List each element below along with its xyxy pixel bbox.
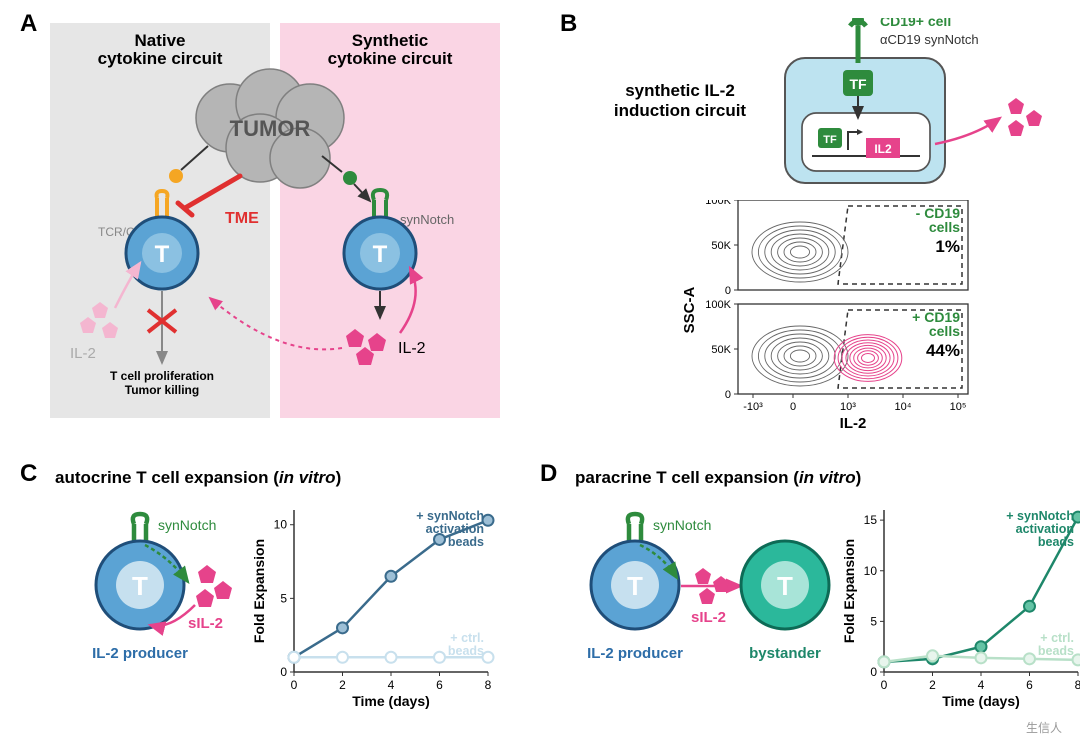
svg-text:synNotch: synNotch — [653, 517, 711, 533]
svg-text:100K: 100K — [705, 299, 731, 311]
svg-text:synNotch: synNotch — [158, 517, 216, 533]
panel-c-chart: 0 2 4 6 8 0 5 10 Time (days) Fold Expansion + synN… — [250, 500, 500, 710]
svg-text:50K: 50K — [711, 344, 731, 356]
panel-a-diagram: Nativecytokine circuit Syntheticcytokine… — [50, 18, 530, 428]
svg-text:+ ctrl.: + ctrl. — [450, 631, 484, 645]
svg-text:0: 0 — [291, 678, 298, 692]
svg-text:beads: beads — [448, 535, 484, 549]
svg-text:0: 0 — [725, 285, 731, 297]
svg-text:10⁵: 10⁵ — [950, 401, 967, 413]
panel-d-label: D — [540, 460, 557, 488]
panel-b-facs: SSC-A050K100K- CD19cells1%050K100K+ CD19… — [680, 200, 1040, 440]
svg-text:0: 0 — [881, 678, 888, 692]
svg-text:50K: 50K — [711, 240, 731, 252]
svg-text:+ synNotch: + synNotch — [416, 509, 484, 523]
svg-text:T: T — [132, 571, 148, 601]
panel-b-label: B — [560, 10, 577, 38]
svg-text:IL-2 producer: IL-2 producer — [587, 645, 683, 662]
watermark: 生信人 — [1020, 717, 1068, 738]
svg-text:beads: beads — [448, 644, 484, 658]
svg-text:T: T — [373, 241, 388, 268]
svg-text:4: 4 — [388, 678, 395, 692]
native-tcell: T — [126, 217, 198, 289]
svg-text:cells: cells — [929, 323, 960, 339]
svg-text:T cell proliferationTumor kill: T cell proliferationTumor killing — [110, 369, 214, 397]
svg-text:8: 8 — [485, 678, 492, 692]
svg-text:10: 10 — [864, 564, 878, 578]
svg-text:0: 0 — [790, 401, 796, 413]
svg-text:15: 15 — [864, 513, 878, 527]
svg-text:beads: beads — [1038, 535, 1074, 549]
svg-text:+ synNotch: + synNotch — [1006, 509, 1074, 523]
svg-text:10³: 10³ — [840, 401, 856, 413]
svg-text:10: 10 — [274, 518, 288, 532]
panel-d-chart: 0 2 4 6 8 0 5 10 15 Time (days) Fold Expansion + sy… — [840, 500, 1080, 710]
svg-text:6: 6 — [436, 678, 443, 692]
svg-text:10⁴: 10⁴ — [895, 401, 912, 413]
svg-text:5: 5 — [870, 614, 877, 628]
svg-text:0: 0 — [870, 665, 877, 679]
panel-d-diagram: synNotch T sIL-2 T IL-2 producer bystand… — [555, 500, 845, 700]
svg-text:activation: activation — [1016, 522, 1074, 536]
svg-text:TUMOR: TUMOR — [230, 116, 311, 141]
svg-text:44%: 44% — [926, 341, 960, 360]
svg-text:IL-2: IL-2 — [398, 340, 426, 357]
svg-text:4: 4 — [978, 678, 985, 692]
svg-text:bystander: bystander — [749, 645, 821, 662]
svg-text:2: 2 — [929, 678, 936, 692]
svg-text:beads: beads — [1038, 644, 1074, 658]
svg-text:5: 5 — [280, 591, 287, 605]
svg-text:T: T — [627, 571, 643, 601]
svg-text:CD19+ cell: CD19+ cell — [880, 18, 951, 29]
svg-text:8: 8 — [1075, 678, 1080, 692]
panel-d-title: paracrine T cell expansion (in vitro) — [575, 468, 861, 488]
svg-text:Time (days): Time (days) — [352, 693, 430, 709]
svg-text:-10³: -10³ — [743, 401, 763, 413]
svg-text:6: 6 — [1026, 678, 1033, 692]
svg-text:T: T — [777, 571, 793, 601]
svg-text:TF: TF — [849, 76, 867, 92]
svg-text:TF: TF — [823, 134, 837, 146]
svg-text:cells: cells — [929, 219, 960, 235]
synthetic-tcell: T — [344, 217, 416, 289]
panel-a-label: A — [20, 10, 37, 38]
svg-text:100K: 100K — [705, 200, 731, 207]
panel-b-circuit: synthetic IL-2induction circuit CD19+ ce… — [580, 18, 1060, 198]
svg-text:sIL-2: sIL-2 — [188, 615, 223, 632]
svg-text:IL-2 producer: IL-2 producer — [92, 645, 188, 662]
panel-c-diagram: synNotch T sIL-2 IL-2 producer — [40, 500, 240, 700]
svg-text:SSC-A: SSC-A — [681, 286, 698, 333]
svg-text:Fold Expansion: Fold Expansion — [251, 539, 267, 643]
svg-text:2: 2 — [339, 678, 346, 692]
svg-text:Time (days): Time (days) — [942, 693, 1020, 709]
svg-text:+ ctrl.: + ctrl. — [1040, 631, 1074, 645]
svg-text:1%: 1% — [935, 237, 960, 256]
svg-text:αCD19 synNotch: αCD19 synNotch — [880, 32, 979, 47]
svg-text:T: T — [155, 241, 170, 268]
svg-text:0: 0 — [280, 665, 287, 679]
svg-text:TME: TME — [225, 210, 259, 227]
svg-text:activation: activation — [426, 522, 484, 536]
panel-c-label: C — [20, 460, 37, 488]
svg-text:0: 0 — [725, 389, 731, 401]
svg-text:IL2: IL2 — [874, 142, 892, 156]
svg-text:synNotch: synNotch — [400, 212, 454, 227]
svg-text:IL-2: IL-2 — [840, 415, 867, 432]
panel-c-title: autocrine T cell expansion (in vitro) — [55, 468, 341, 488]
svg-text:IL-2: IL-2 — [70, 345, 96, 362]
svg-text:sIL-2: sIL-2 — [691, 609, 726, 626]
svg-text:synthetic IL-2induction circui: synthetic IL-2induction circuit — [614, 81, 747, 120]
svg-text:Fold Expansion: Fold Expansion — [841, 539, 857, 643]
